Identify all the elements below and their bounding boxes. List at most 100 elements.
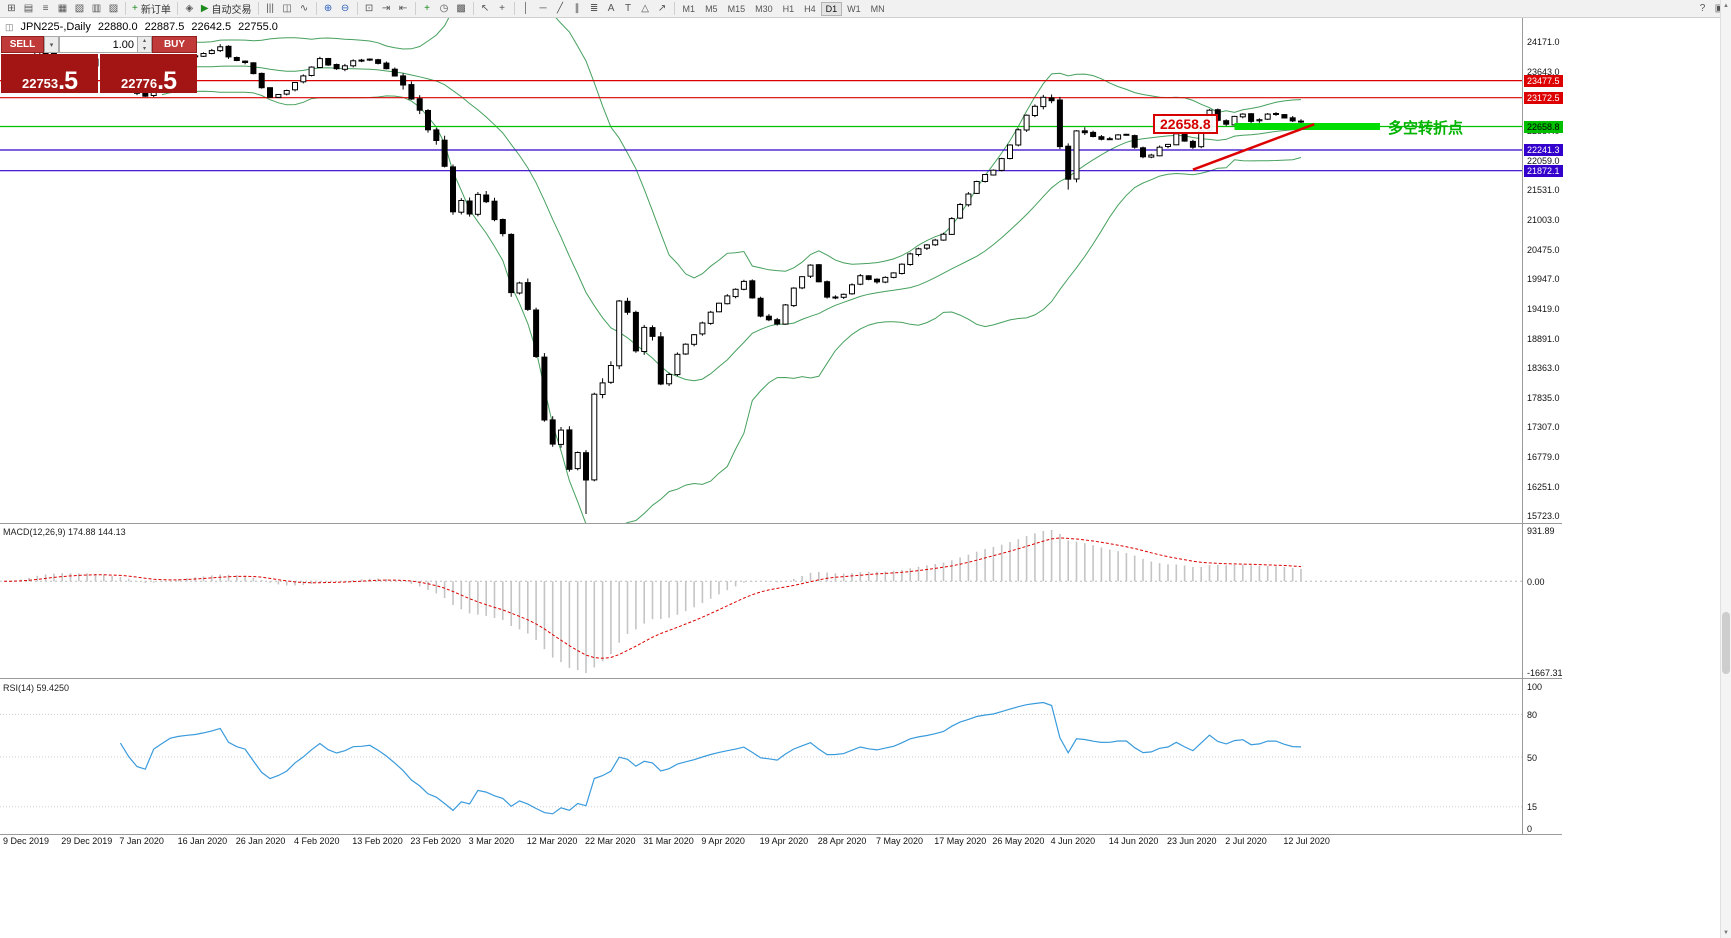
macd-pane[interactable] (0, 524, 1522, 677)
timeframe-h1-button[interactable]: H1 (782, 3, 795, 14)
date-label: 23 Feb 2020 (410, 836, 461, 846)
scrollbar-thumb[interactable] (1722, 612, 1730, 674)
arrow-tool-button[interactable]: ↗ (657, 3, 667, 14)
trendline-button[interactable]: ╱ (557, 3, 564, 14)
indicators-button[interactable]: + (424, 3, 430, 14)
cursor-button[interactable]: ↖ (480, 3, 490, 14)
date-label: 31 Mar 2020 (643, 836, 694, 846)
price-axis[interactable]: 24171.023643.023115.022587.022059.021531… (1522, 0, 1582, 938)
timeframe-m15-button[interactable]: M15 (727, 3, 746, 14)
chart-shift-button[interactable]: ⇤ (398, 3, 408, 14)
data-window-button[interactable]: ▦ (57, 3, 68, 14)
timeframe-d1-button[interactable]: D1 (820, 1, 843, 16)
help-icon[interactable]: ? (1699, 3, 1706, 14)
timeframe-h4-button[interactable]: H4 (804, 3, 816, 14)
axis-tick-label: 20475.0 (1527, 244, 1560, 255)
vertical-scrollbar[interactable]: ▲ ▼ (1720, 0, 1731, 938)
market-watch-button[interactable]: ≡ (42, 3, 49, 14)
axis-tick-label: 18891.0 (1527, 333, 1560, 344)
sell-button[interactable]: SELL (1, 36, 44, 53)
chart-title-bar: ◫ JPN225-,Daily 22880.0 22887.5 22642.5 … (5, 21, 278, 33)
auto-trading-button[interactable]: ▶ 自动交易 (200, 3, 252, 16)
price-level-axis-label: 23172.5 (1524, 91, 1563, 104)
timeframe-mn-button[interactable]: MN (870, 3, 885, 14)
line-chart-type-button[interactable]: ∿ (299, 3, 309, 14)
sell-price-display[interactable]: 22753.5 (1, 54, 98, 95)
axis-divider (1522, 18, 1523, 835)
candlestick-type-button[interactable]: ◫ (282, 3, 292, 14)
crosshair-button[interactable]: + (499, 3, 505, 14)
timeframe-m5-button[interactable]: M5 (705, 3, 718, 14)
scroll-down-icon[interactable]: ▼ (1723, 929, 1729, 936)
time-axis[interactable]: 9 Dec 2019 29 Dec 2019 7 Jan 2020 16 Jan 20… (0, 836, 1522, 850)
pane-separator[interactable] (0, 678, 1562, 679)
price-level-axis-label: 21872.1 (1524, 164, 1563, 177)
templates-button[interactable]: ▩ (456, 3, 466, 14)
axis-tick-label: 16779.0 (1527, 452, 1560, 462)
tile-windows-button[interactable]: ⊡ (364, 3, 374, 14)
pane-separator[interactable] (0, 834, 1562, 835)
axis-tick-label: 19947.0 (1527, 274, 1560, 285)
date-label: 13 Feb 2020 (352, 836, 403, 846)
axis-tick-label: 22059.0 (1527, 155, 1560, 166)
spin-up-icon[interactable]: ▴ (138, 37, 151, 45)
volume-stepper[interactable]: ▴ ▾ (138, 36, 152, 53)
rsi-pane[interactable] (0, 680, 1522, 834)
timeframe-m1-button[interactable]: M1 (682, 3, 696, 14)
pane-separator[interactable] (0, 523, 1562, 524)
date-label: 12 Jul 2020 (1283, 836, 1330, 846)
price-chart-pane[interactable] (0, 0, 1522, 531)
date-label: 3 Mar 2020 (468, 836, 515, 846)
vertical-line-button[interactable]: │ (522, 3, 530, 14)
axis-tick-label: 15 (1527, 802, 1538, 813)
shapes-button[interactable]: △ (641, 3, 649, 14)
axis-tick-label: 24171.0 (1527, 37, 1560, 48)
axis-tick-label: 17307.0 (1527, 422, 1560, 433)
horizontal-line-button[interactable]: ─ (539, 3, 547, 14)
buy-price-display[interactable]: 22776.5 (100, 54, 197, 95)
buy-price-main: 22776 (120, 75, 158, 91)
axis-tick-label: 21003.0 (1527, 215, 1560, 225)
date-label: 26 May 2020 (992, 836, 1045, 846)
auto-scroll-button[interactable]: ⇥ (381, 3, 391, 14)
fibonacci-button[interactable]: ≣ (589, 3, 599, 14)
text-button[interactable]: A (607, 3, 615, 14)
terminal-button[interactable]: ▥ (91, 3, 102, 14)
axis-tick-label: 15723.0 (1527, 511, 1560, 522)
date-label: 28 Apr 2020 (817, 836, 867, 846)
price-level-callout[interactable]: 22658.8 (1153, 114, 1218, 134)
chart-icon: ◫ (5, 21, 14, 32)
timeframe-m30-button[interactable]: M30 (755, 3, 773, 14)
axis-tick-label: 0 (1527, 823, 1533, 834)
periods-button[interactable]: ◷ (439, 3, 449, 14)
scroll-up-icon[interactable]: ▲ (1723, 2, 1729, 9)
timeframe-w1-button[interactable]: W1 (847, 3, 861, 14)
new-order-button[interactable]: + 新订单 (132, 3, 171, 16)
date-label: 4 Feb 2020 (294, 836, 340, 846)
order-type-dropdown[interactable]: ▾ (44, 36, 59, 53)
buy-price-frac: .5 (157, 67, 177, 95)
zoom-out-button[interactable]: ⊖ (340, 3, 350, 14)
low-value: 22642.5 (191, 21, 232, 33)
axis-tick-label: 100 (1527, 681, 1543, 692)
turning-point-annotation: 多空转折点 (1388, 120, 1464, 137)
profiles-button[interactable]: ▤ (23, 3, 34, 14)
metaeditor-button[interactable]: ◈ (185, 3, 194, 14)
navigator-button[interactable]: ▧ (74, 3, 85, 14)
volume-input[interactable] (59, 36, 138, 53)
sell-price-frac: .5 (58, 67, 78, 95)
strategy-tester-button[interactable]: ▨ (108, 3, 119, 14)
date-label: 4 Jun 2020 (1050, 836, 1096, 846)
buy-button[interactable]: BUY (152, 36, 197, 53)
new-chart-button[interactable]: ⊞ (7, 3, 16, 14)
bar-chart-type-button[interactable]: ||| (266, 3, 274, 14)
axis-tick-label: 21531.0 (1527, 185, 1560, 196)
zoom-in-button[interactable]: ⊕ (323, 3, 333, 14)
close-value: 22755.0 (238, 21, 278, 33)
label-button[interactable]: T (624, 3, 632, 14)
channel-button[interactable]: ∥ (574, 3, 580, 14)
layout-icon[interactable]: ▣ (1711, 1, 1728, 16)
rsi-indicator-label: RSI(14) 59.4250 (3, 683, 70, 693)
spin-down-icon[interactable]: ▾ (138, 44, 151, 52)
axis-tick-label: 23643.0 (1527, 66, 1560, 77)
